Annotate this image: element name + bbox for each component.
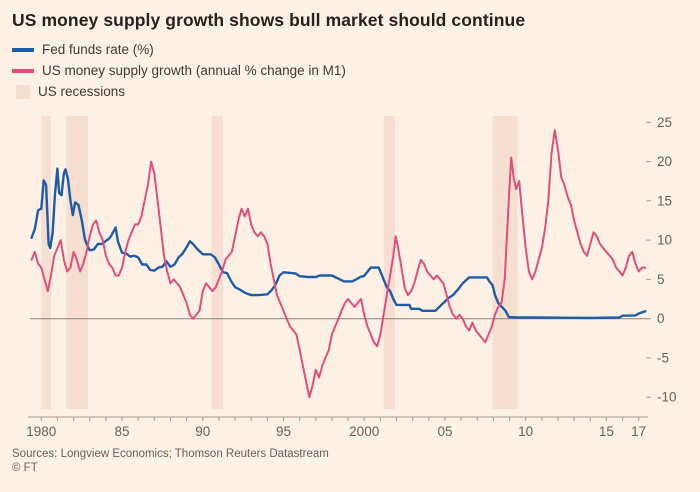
svg-text:25: 25 — [657, 115, 672, 130]
money-supply-line-swatch — [12, 68, 34, 73]
svg-text:15: 15 — [657, 193, 672, 208]
legend-label-fed-funds: Fed funds rate (%) — [42, 42, 154, 57]
ft-credit: © FT — [12, 462, 38, 474]
recessions-swatch — [16, 84, 30, 99]
fed-funds-line-swatch — [12, 47, 34, 52]
sources-note: Sources: Longview Economics; Thomson Reu… — [12, 448, 329, 460]
svg-text:17: 17 — [631, 424, 646, 439]
svg-text:85: 85 — [114, 424, 129, 439]
svg-text:10: 10 — [657, 233, 672, 248]
svg-text:5: 5 — [657, 272, 665, 287]
legend-item-recessions: US recessions — [12, 81, 700, 102]
svg-text:-10: -10 — [657, 390, 677, 405]
svg-text:1980: 1980 — [26, 424, 56, 439]
svg-text:90: 90 — [195, 424, 210, 439]
svg-text:0: 0 — [657, 311, 665, 326]
legend-item-fed-funds: Fed funds rate (%) — [12, 39, 700, 60]
svg-text:20: 20 — [657, 154, 672, 169]
legend-label-recessions: US recessions — [38, 84, 126, 99]
legend: Fed funds rate (%) US money supply growt… — [12, 39, 700, 102]
svg-text:-5: -5 — [657, 350, 669, 365]
legend-label-money-supply: US money supply growth (annual % change … — [42, 63, 346, 78]
svg-text:15: 15 — [599, 424, 614, 439]
chart-svg: 25 20 15 10 5 0 -5 -10 1980 85 90 95 2000 05 10 15 17 — [26, 115, 677, 439]
svg-text:2000: 2000 — [349, 424, 379, 439]
chart-title: US money supply growth shows bull market… — [12, 10, 526, 30]
svg-text:95: 95 — [276, 424, 291, 439]
svg-text:10: 10 — [518, 424, 533, 439]
svg-text:05: 05 — [437, 424, 452, 439]
legend-item-money-supply: US money supply growth (annual % change … — [12, 60, 700, 81]
